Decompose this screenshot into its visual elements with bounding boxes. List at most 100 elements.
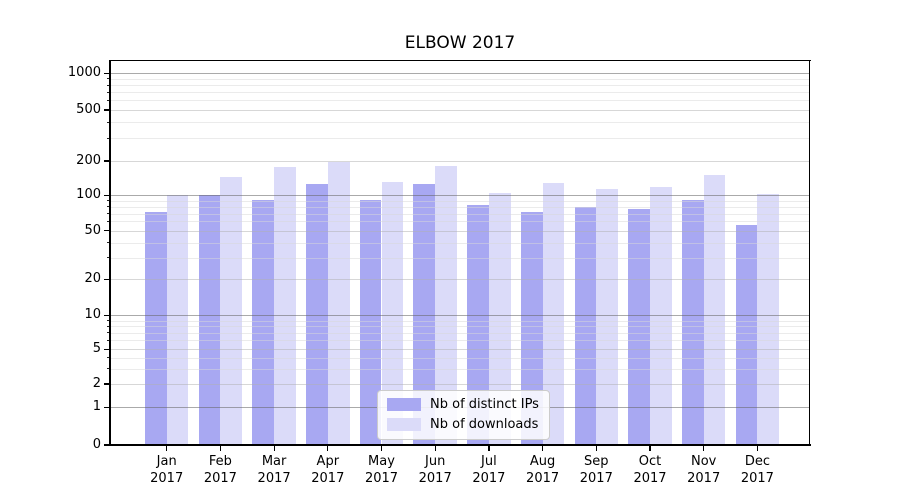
bar-jul-downloads	[488, 192, 511, 445]
month-label: Aug	[529, 454, 556, 469]
y-minortick-800	[106, 84, 110, 86]
y-minortick-70	[106, 213, 110, 214]
legend-label: Nb of distinct IPs	[430, 397, 539, 412]
x-tick-sep	[595, 445, 597, 451]
gridline-minor-400	[110, 122, 810, 124]
month-label: Jul	[481, 454, 497, 469]
year-label: 2017	[526, 471, 560, 486]
year-label: 2017	[257, 471, 291, 486]
x-tick-label-feb: Feb 2017	[188, 453, 252, 487]
x-tick-may	[380, 445, 383, 451]
legend-item-distinct-ips: Nb of distinct IPs	[387, 397, 539, 412]
x-tick-label-sep: Sep 2017	[564, 453, 628, 487]
legend-swatch-downloads	[387, 418, 421, 431]
y-tick-label-100: 100	[76, 187, 101, 203]
month-label: Nov	[691, 454, 717, 469]
x-tick-dec	[756, 445, 759, 451]
y-minortick-600	[106, 99, 110, 101]
bar-jun-distinct-ips	[413, 183, 436, 445]
y-tick-1	[104, 406, 110, 408]
y-axis-spine	[109, 59, 111, 446]
year-label: 2017	[633, 471, 667, 486]
bar-may-distinct-ips	[359, 200, 382, 445]
year-label: 2017	[740, 471, 774, 486]
x-tick-apr	[327, 445, 329, 451]
y-tick-label-20: 20	[84, 271, 101, 287]
x-tick-mar	[273, 445, 275, 451]
year-label: 2017	[203, 471, 237, 486]
gridline-major-500	[110, 110, 810, 111]
month-label: Feb	[208, 454, 232, 469]
month-label: Sep	[584, 454, 609, 469]
x-tick-jun	[434, 445, 436, 451]
legend: Nb of distinct IPs Nb of downloads	[377, 390, 550, 440]
bar-may-downloads	[381, 182, 404, 445]
bar-feb-distinct-ips	[198, 195, 221, 445]
bar-mar-downloads	[274, 167, 296, 445]
bar-jan-downloads	[166, 195, 189, 445]
y-minortick-300	[106, 137, 110, 139]
bar-apr-distinct-ips	[306, 184, 328, 445]
y-tick-label-200: 200	[76, 153, 101, 168]
y-minortick-7	[106, 332, 110, 334]
y-tick-500	[104, 109, 110, 111]
x-tick-label-mar: Mar 2017	[242, 453, 306, 487]
x-tick-aug	[542, 445, 544, 451]
y-tick-label-2: 2	[92, 376, 101, 391]
spine-top	[109, 59, 811, 62]
x-tick-feb	[219, 445, 222, 451]
year-label: 2017	[472, 471, 506, 486]
month-label: Mar	[261, 454, 287, 469]
year-label: 2017	[418, 471, 452, 486]
gridline-minor-900	[110, 78, 810, 80]
legend-swatch-distinct-ips	[387, 398, 421, 411]
y-tick-label-1000: 1000	[67, 65, 101, 81]
y-tick-200	[104, 160, 110, 162]
y-tick-100	[104, 194, 110, 196]
y-tick-label-5: 5	[92, 341, 101, 357]
y-minortick-80	[106, 206, 110, 208]
y-minortick-90	[106, 200, 110, 202]
month-label: Jan	[156, 454, 177, 469]
y-tick-label-0: 0	[92, 437, 101, 452]
x-tick-label-apr: Apr 2017	[296, 453, 360, 487]
x-axis-spine	[109, 444, 811, 446]
y-minortick-40	[106, 242, 110, 243]
gridline-minor-800	[110, 85, 810, 87]
y-minortick-30	[106, 257, 110, 259]
x-tick-jul	[488, 445, 490, 451]
y-minortick-8	[106, 325, 110, 327]
y-minortick-3	[106, 368, 110, 370]
spine-right	[808, 59, 811, 446]
y-tick-1000	[104, 72, 110, 74]
x-tick-label-may: May 2017	[350, 453, 414, 487]
bar-apr-downloads	[327, 161, 350, 445]
bar-nov-downloads	[703, 175, 726, 445]
year-label: 2017	[687, 471, 721, 486]
y-minortick-6	[106, 339, 110, 341]
year-label: 2017	[364, 471, 399, 486]
y-tick-label-1: 1	[92, 399, 101, 415]
y-tick-label-10: 10	[84, 307, 101, 323]
y-tick-50	[104, 230, 110, 232]
y-minortick-700	[106, 91, 110, 93]
x-tick-label-nov: Nov 2017	[672, 453, 736, 487]
bar-feb-downloads	[220, 176, 243, 445]
bar-dec-downloads	[757, 193, 780, 445]
chart-title: ELBOW 2017	[404, 33, 516, 53]
y-tick-label-500: 500	[76, 102, 101, 117]
bar-jul-distinct-ips	[467, 205, 489, 445]
gridline-major-1000	[110, 73, 810, 75]
year-label: 2017	[311, 471, 345, 486]
y-minortick-9	[106, 320, 110, 321]
y-minortick-900	[106, 78, 110, 80]
month-label: Dec	[744, 454, 770, 469]
y-tick-0	[104, 444, 110, 446]
bar-aug-distinct-ips	[520, 212, 543, 445]
bar-sep-downloads	[596, 189, 619, 445]
x-tick-label-dec: Dec 2017	[725, 453, 789, 487]
y-minortick-4	[106, 357, 110, 359]
bar-mar-distinct-ips	[252, 200, 275, 445]
y-tick-2	[104, 383, 110, 385]
